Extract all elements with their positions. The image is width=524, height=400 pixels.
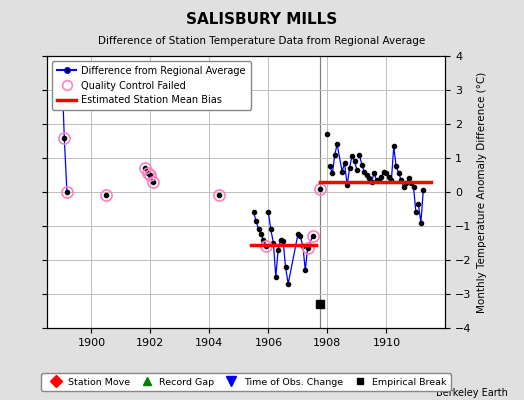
Legend: Station Move, Record Gap, Time of Obs. Change, Empirical Break: Station Move, Record Gap, Time of Obs. C… xyxy=(41,373,451,391)
Text: Difference of Station Temperature Data from Regional Average: Difference of Station Temperature Data f… xyxy=(99,36,425,46)
Text: Berkeley Earth: Berkeley Earth xyxy=(436,388,508,398)
Y-axis label: Monthly Temperature Anomaly Difference (°C): Monthly Temperature Anomaly Difference (… xyxy=(477,71,487,313)
Text: SALISBURY MILLS: SALISBURY MILLS xyxy=(187,12,337,27)
Legend: Difference from Regional Average, Quality Control Failed, Estimated Station Mean: Difference from Regional Average, Qualit… xyxy=(52,61,250,110)
